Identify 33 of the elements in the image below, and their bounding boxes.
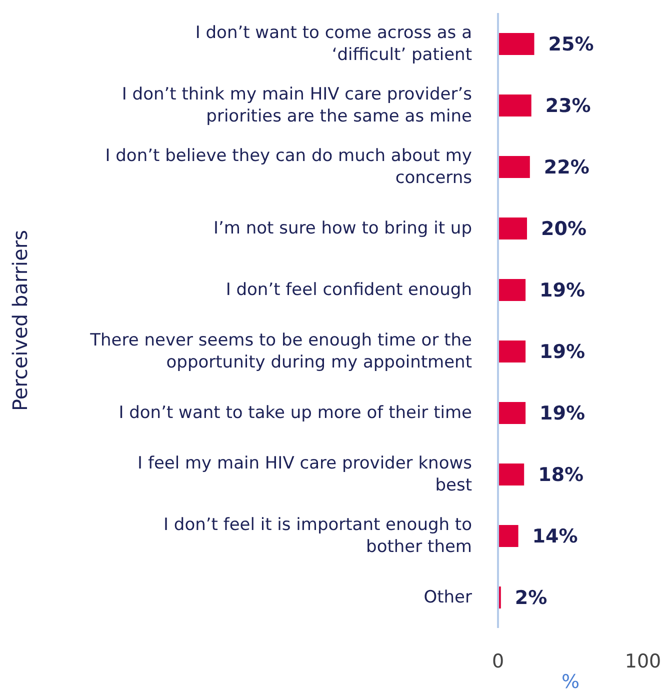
y-tick-label: I don’t want to come across as a ‘difficult’ patient xyxy=(195,22,472,64)
bar xyxy=(498,156,530,178)
y-tick-label: I’m not sure how to bring it up xyxy=(213,218,472,238)
data-label: 22% xyxy=(544,156,590,179)
data-label: 19% xyxy=(540,280,586,302)
bar xyxy=(498,33,534,55)
x-axis-title: % xyxy=(561,671,580,693)
y-tick-label: I feel my main HIV care provider knows best xyxy=(138,452,472,495)
bar xyxy=(498,279,526,301)
data-label: 19% xyxy=(540,341,586,364)
x-tick-label: 0 xyxy=(492,650,504,672)
bar xyxy=(498,218,527,240)
data-label: 14% xyxy=(532,526,578,548)
y-tick-label: I don’t feel confident enough xyxy=(226,279,472,300)
y-tick-label: Other xyxy=(424,586,472,607)
y-tick-label: I don’t believe they can do much about my concerns xyxy=(105,145,472,188)
bar xyxy=(498,525,518,547)
data-label: 19% xyxy=(540,402,586,425)
data-label: 25% xyxy=(548,34,594,56)
y-tick-label: I don’t feel it is important enough to bother them xyxy=(164,514,472,556)
data-label: 18% xyxy=(538,464,584,486)
bar xyxy=(498,402,526,424)
y-tick-label: I don’t think my main HIV care provider’s priorities are the same as mine xyxy=(122,84,472,126)
bar xyxy=(498,464,524,486)
y-axis-title: Perceived barriers xyxy=(8,230,32,412)
data-label: 20% xyxy=(541,218,586,240)
bar xyxy=(498,340,526,362)
data-label: 2% xyxy=(514,587,548,610)
data-label: 23% xyxy=(545,95,591,118)
x-tick-label: 100 xyxy=(624,650,662,672)
y-tick-label: There never seems to be enough time or the opportunity during my appointment xyxy=(89,330,472,372)
bar xyxy=(498,94,532,116)
y-tick-label: I don’t want to take up more of their time xyxy=(118,402,472,422)
